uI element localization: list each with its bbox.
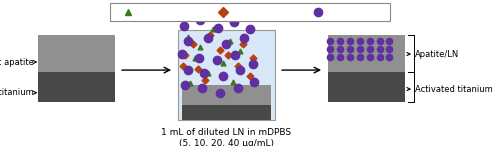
Text: Laminin (LN): Laminin (LN) xyxy=(328,7,386,16)
Bar xyxy=(178,30,275,120)
Bar xyxy=(328,35,405,72)
Bar xyxy=(328,72,405,102)
Bar xyxy=(38,35,115,72)
Text: Calcium ion: Calcium ion xyxy=(138,7,192,16)
Bar xyxy=(182,85,271,105)
Text: 1 mL of diluted LN in mDPBS: 1 mL of diluted LN in mDPBS xyxy=(161,128,292,137)
Text: Phosphate ion: Phosphate ion xyxy=(234,7,298,16)
Bar xyxy=(182,105,271,120)
Text: Biomimetic apatite: Biomimetic apatite xyxy=(0,58,34,67)
Bar xyxy=(38,72,115,102)
Text: Activated titanium: Activated titanium xyxy=(0,88,34,97)
Text: Activated titanium: Activated titanium xyxy=(415,85,493,94)
Text: Apatite/LN: Apatite/LN xyxy=(415,49,460,59)
Text: (5, 10, 20, 40 μg/mL): (5, 10, 20, 40 μg/mL) xyxy=(179,139,274,146)
Bar xyxy=(110,3,390,21)
